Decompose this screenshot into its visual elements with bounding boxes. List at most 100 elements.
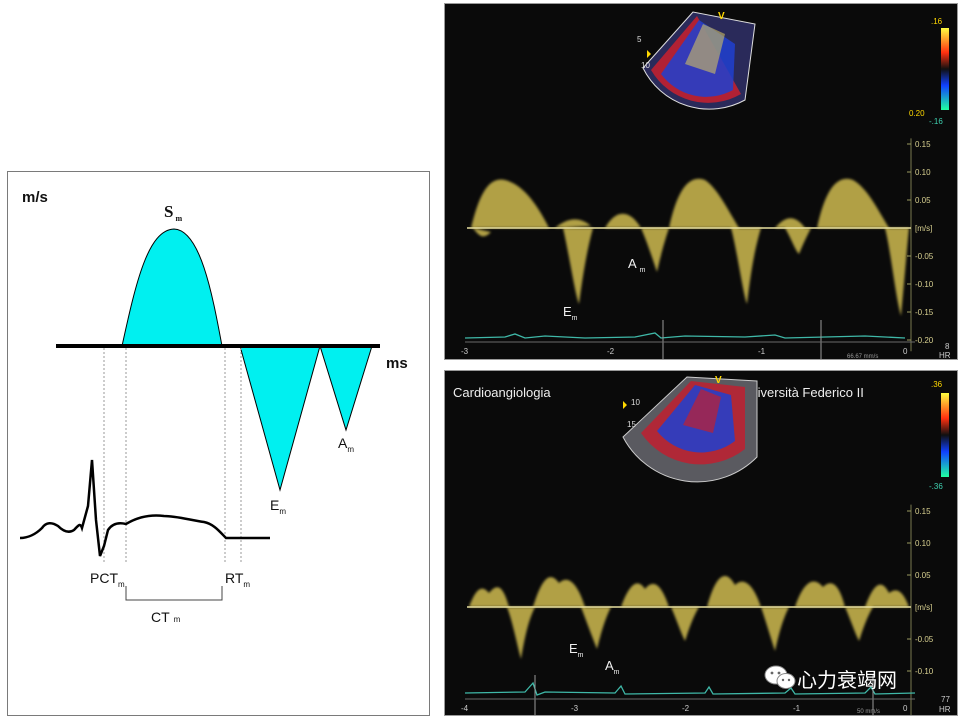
top-time-tick-2: -1 [758,347,766,356]
bottom-spectrum-segment [581,607,611,649]
bottom-hr-label: HR [939,705,951,714]
top-scale-label: 0.10 [915,168,931,177]
top-depth-arrow-icon [647,50,651,58]
top-color-scale-bar [941,28,949,110]
bottom-sweep-speed: 50 mm/s [857,709,880,715]
top-time-tick-0: -3 [461,347,469,356]
top-spectrum-segment [885,228,909,316]
top-spectrum-segment [473,228,491,237]
rt-label: RTm [225,570,250,589]
bottom-spectrum-segment [469,587,509,607]
top-doppler-svg: V 5 10 .16 -.16 0.20 0.15 0.10 0.05 -0.05 -0… [461,11,951,360]
bottom-spectrum-segment [845,607,873,641]
a-wave-label: Am [338,435,354,454]
e-wave-shape [239,345,321,492]
bottom-time-tick-0: -4 [461,704,469,713]
top-doppler-panel: V 5 10 .16 -.16 0.20 0.15 0.10 0.05 -0.05 -0… [444,3,958,360]
bottom-spectrum-segment [507,607,535,659]
top-sweep-speed: 66.67 mm/s [847,354,878,360]
top-e-label: Em [563,304,578,322]
bottom-spectrum-segment [865,584,909,607]
bottom-unit-label: [m/s] [915,603,932,612]
top-sector-depth-2: 10 [641,61,650,70]
bottom-sector-depth-2: 15 [627,420,636,429]
bottom-e-label: Em [569,641,584,659]
top-ecg-trace [464,332,906,339]
bottom-color-scale-bar [941,393,949,477]
top-spectrum-segment [775,218,805,228]
bottom-depth-arrow-icon [623,401,627,409]
e-wave-label: Em [270,497,286,516]
y-axis-label: m/s [22,189,48,206]
color-doppler-sector [622,376,758,483]
bottom-spectral-trace [469,576,909,659]
bottom-time-tick-2: -2 [682,704,690,713]
top-unit-label: [m/s] [915,224,932,233]
bottom-hr-value: 77 [941,695,950,704]
bottom-marker-v: V [715,375,722,386]
ct-label: CT m [151,609,181,625]
top-side-value: 0.20 [909,109,925,118]
top-scale-label: -0.20 [915,336,934,345]
bottom-time-tick-1: -3 [571,704,579,713]
s-wave-shape [121,228,223,347]
top-scale-min: -.16 [929,117,943,126]
timing-guides [103,348,242,564]
bottom-spectrum-segment [707,576,761,607]
top-spectrum-segment [731,228,761,304]
color-doppler-sector [642,11,756,110]
bottom-scale-label: -0.05 [915,635,934,644]
top-time-tick-1: -2 [607,347,615,356]
watermark-text: 心力衰竭网 [797,668,897,692]
bottom-spectrum-segment [761,607,789,651]
top-scale-label: 0.15 [915,140,931,149]
bottom-time-tick-4: 0 [903,704,908,713]
bottom-sector-depth-1: 10 [631,398,640,407]
top-scale-label: -0.05 [915,252,934,261]
institution-right-caption: Università Federico II [741,385,864,400]
top-velocity-scale: 0.15 0.10 0.05 -0.05 -0.10 -0.15 -0.20 [907,138,934,352]
top-spectrum-segment [785,228,811,254]
institution-left-caption: Cardioangiologia [453,385,551,400]
top-time-tick-3: 0 [903,347,908,356]
top-spectrum-segment [471,179,549,228]
bottom-scale-min: -.36 [929,482,943,491]
bottom-a-label: Am [605,658,620,676]
ecg-trace [19,459,270,557]
top-spectrum-segment [641,228,669,272]
bottom-ecg-trace [464,681,916,696]
bottom-spectrum-segment [795,581,845,607]
bottom-velocity-scale: 0.15 0.10 0.05 -0.05 -0.10 [907,504,934,715]
top-scale-label: -0.15 [915,308,934,317]
top-spectrum-segment [555,219,591,228]
bottom-doppler-panel: Cardioangiologia Università Federico II … [444,370,958,716]
bottom-scale-label: -0.10 [915,667,934,676]
bottom-spectrum-segment [533,577,585,607]
bottom-scale-label: 0.05 [915,571,931,580]
bottom-scale-label: 0.15 [915,507,931,516]
pct-label: PCTm [90,570,125,589]
a-wave-shape [319,345,373,432]
x-axis-label: ms [386,355,408,372]
top-spectrum-segment [563,228,593,304]
top-sector-depth-1: 5 [637,35,642,44]
top-spectrum-segment [817,178,889,228]
top-spectral-trace [471,178,909,316]
ct-bracket [125,586,223,601]
top-scale-label: -0.10 [915,280,934,289]
bottom-scale-max: .36 [931,380,943,389]
watermark: 心力衰竭网 [764,665,897,692]
top-spectrum-segment [669,178,739,228]
bottom-spectrum-segment [671,607,699,641]
bottom-spectrum-segment [621,583,669,607]
bottom-doppler-svg: Cardioangiologia Università Federico II … [453,375,951,715]
top-scale-label: 0.05 [915,196,931,205]
top-spectrum-segment [605,213,641,228]
top-hr-label: HR [939,351,951,360]
top-marker-v: V [718,11,725,22]
top-hr-value: 8 [945,342,950,351]
